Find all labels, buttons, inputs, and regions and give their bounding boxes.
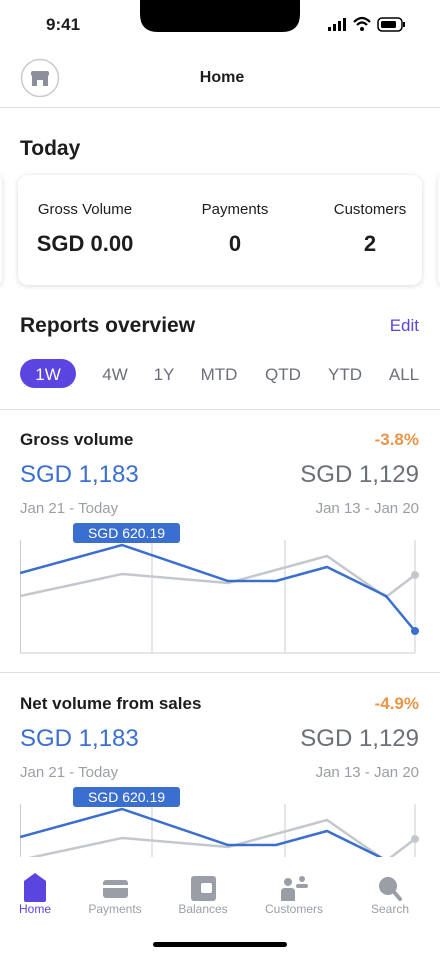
account-avatar[interactable] xyxy=(20,58,60,98)
card-title: Net volume from sales xyxy=(20,694,202,713)
metric-label: Gross Volume xyxy=(37,201,133,218)
card-title: Gross volume xyxy=(20,430,134,449)
card-peek xyxy=(0,175,2,285)
divider xyxy=(0,107,440,108)
sparkline xyxy=(20,804,419,857)
tooltip: SGD 620.19 xyxy=(73,787,180,807)
chart-frame xyxy=(20,804,21,857)
sparkline xyxy=(20,540,419,654)
tab-pill xyxy=(20,359,76,388)
metric-label: Customers xyxy=(333,201,407,218)
previous-amount: SGD 1,129 xyxy=(300,725,419,752)
metric-label: Payments xyxy=(201,201,269,218)
tooltip: SGD 620.19 xyxy=(73,523,180,543)
previous-dot xyxy=(411,571,419,579)
period-tab[interactable]: YTD xyxy=(328,365,362,384)
previous-dot xyxy=(411,835,419,843)
previous-line xyxy=(27,818,416,857)
section-title: Reports overview xyxy=(20,314,196,337)
previous-range: Jan 13 - Jan 20 xyxy=(315,764,419,781)
metric-value: 2 xyxy=(363,231,377,256)
tab-label[interactable]: Customers xyxy=(264,902,324,916)
section-title: Today xyxy=(20,137,81,160)
chart-frame xyxy=(20,540,415,654)
tab-label[interactable]: Home xyxy=(18,902,52,916)
period-tab[interactable]: ALL xyxy=(388,365,420,384)
period-tab[interactable]: QTD xyxy=(265,365,301,384)
current-line xyxy=(20,807,383,857)
previous-range: Jan 13 - Jan 20 xyxy=(315,500,419,517)
previous-amount: SGD 1,129 xyxy=(300,461,419,488)
period-tab[interactable]: 1W xyxy=(35,365,61,384)
current-amount: SGD 1,183 xyxy=(20,461,139,488)
metric-value: 0 xyxy=(228,231,242,256)
current-range: Jan 21 - Today xyxy=(20,764,119,781)
period-tab[interactable]: 1Y xyxy=(153,365,175,384)
edit-button[interactable]: Edit xyxy=(389,316,419,335)
period-tab[interactable]: MTD xyxy=(200,365,238,384)
current-amount: SGD 1,183 xyxy=(20,725,139,752)
status-time: 9:41 xyxy=(46,15,81,34)
current-range: Jan 21 - Today xyxy=(20,500,119,517)
tab-bar xyxy=(0,857,440,956)
header-title: Home xyxy=(199,69,245,86)
tab-label[interactable]: Search xyxy=(370,902,410,916)
tab-icons xyxy=(24,873,402,902)
change-percent: -4.9% xyxy=(374,694,419,713)
metric-value: SGD 0.00 xyxy=(36,231,134,256)
status-bar xyxy=(140,0,405,32)
period-tab[interactable]: 4W xyxy=(102,365,128,384)
home-indicator xyxy=(153,942,287,947)
previous-line xyxy=(20,554,416,599)
tab-label[interactable]: Payments xyxy=(88,902,142,916)
tab-label[interactable]: Balances xyxy=(178,902,228,916)
today-card[interactable] xyxy=(18,175,422,285)
change-percent: -3.8% xyxy=(374,430,419,449)
divider xyxy=(0,409,440,410)
divider xyxy=(0,672,440,673)
current-dot xyxy=(411,627,419,635)
current-line xyxy=(20,543,416,632)
